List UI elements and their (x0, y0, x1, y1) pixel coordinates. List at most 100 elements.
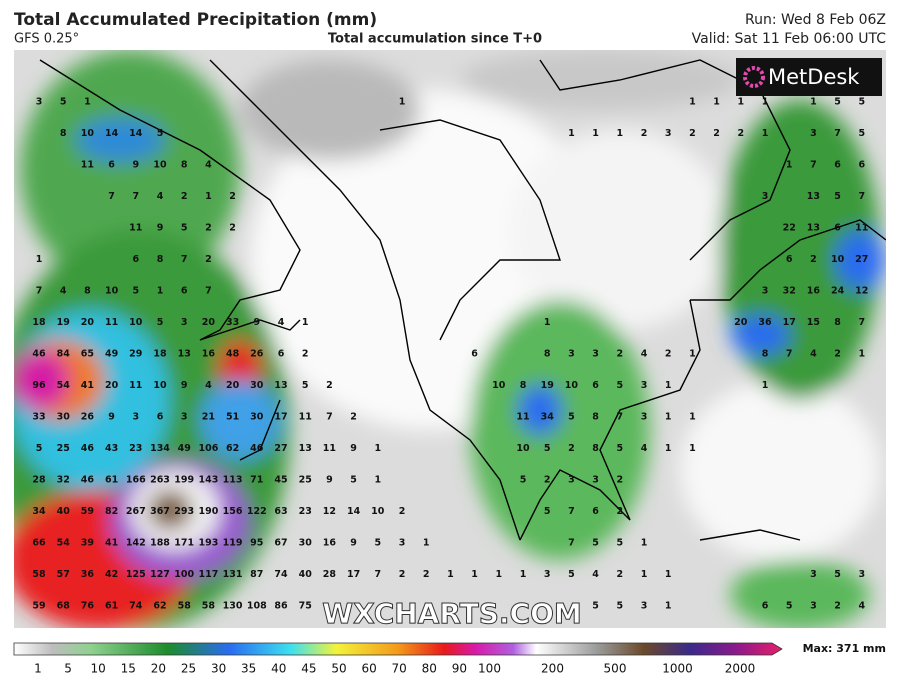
precip-value: 20 (202, 317, 216, 328)
precip-value: 367 (150, 506, 170, 517)
precip-value: 36 (758, 317, 772, 328)
precip-value: 41 (81, 380, 94, 391)
precip-value: 10 (831, 254, 845, 265)
precip-value: 2 (689, 128, 696, 139)
precip-value: 26 (250, 349, 264, 360)
precip-value: 2 (229, 191, 236, 202)
precip-value: 2 (205, 254, 212, 265)
precip-value: 20 (734, 317, 748, 328)
precip-value: 10 (565, 380, 579, 391)
precip-value: 199 (174, 475, 194, 486)
precip-value: 2 (399, 569, 406, 580)
precip-value: 5 (834, 191, 841, 202)
title: Total Accumulated Precipitation (mm) (14, 10, 377, 30)
precip-value: 188 (150, 538, 170, 549)
precip-value: 20 (226, 380, 240, 391)
precip-value: 49 (105, 349, 118, 360)
precip-value: 106 (198, 443, 218, 454)
precip-value: 134 (150, 443, 170, 454)
precip-value: 7 (858, 317, 865, 328)
precip-value: 40 (299, 569, 313, 580)
precip-value: 3 (544, 569, 551, 580)
precip-value: 30 (250, 412, 264, 423)
colorbar-tick-label: 25 (181, 662, 196, 676)
precip-value: 86 (274, 601, 288, 612)
precip-value: 22 (783, 223, 796, 234)
colorbar-tick-label: 2000 (725, 662, 756, 676)
precip-value: 65 (81, 349, 94, 360)
precip-value: 82 (105, 506, 118, 517)
precip-value: 5 (592, 538, 599, 549)
precip-value: 16 (202, 349, 216, 360)
precip-value: 6 (592, 380, 599, 391)
precip-value: 14 (129, 128, 143, 139)
precip-value: 8 (60, 128, 67, 139)
precip-value: 30 (57, 412, 71, 423)
precip-value: 7 (568, 506, 575, 517)
precip-value: 3 (762, 286, 769, 297)
precip-value: 42 (105, 569, 118, 580)
precip-value: 14 (105, 128, 119, 139)
precip-value: 5 (616, 601, 623, 612)
precip-value: 5 (544, 443, 551, 454)
precip-value: 59 (32, 601, 45, 612)
colorbar-tick-label: 15 (121, 662, 136, 676)
precip-value: 3 (568, 475, 575, 486)
precip-value: 7 (132, 191, 139, 202)
precip-value: 1 (423, 538, 430, 549)
precip-value: 20 (105, 380, 119, 391)
precip-value: 11 (129, 223, 142, 234)
precip-value: 2 (616, 569, 623, 580)
precip-value: 2 (616, 506, 623, 517)
precip-value: 13 (274, 380, 287, 391)
precip-value: 13 (807, 223, 820, 234)
precip-value: 2 (641, 128, 648, 139)
precip-value: 8 (762, 349, 769, 360)
run-label: Run: Wed 8 Feb 06Z (745, 12, 886, 28)
colorbar-tick-label: 80 (422, 662, 437, 676)
precip-value: 46 (32, 349, 46, 360)
precip-value: 1 (568, 128, 575, 139)
precip-value: 1 (665, 601, 672, 612)
precip-value: 6 (278, 349, 285, 360)
precip-value: 6 (471, 349, 478, 360)
precip-value: 11 (323, 443, 336, 454)
colorbar-tick-label: 50 (331, 662, 346, 676)
precip-value: 5 (132, 286, 139, 297)
precip-value: 3 (810, 128, 817, 139)
colorbar-tick-label: 40 (271, 662, 286, 676)
precip-value: 7 (108, 191, 115, 202)
precip-value: 28 (32, 475, 46, 486)
precip-value: 1 (665, 380, 672, 391)
precip-value: 3 (665, 128, 672, 139)
precip-value: 9 (108, 412, 115, 423)
colorbar-tick-label: 200 (541, 662, 564, 676)
precip-value: 25 (57, 443, 70, 454)
precip-value: 1 (665, 569, 672, 580)
precip-value: 62 (226, 443, 239, 454)
precip-value: 6 (786, 254, 793, 265)
precip-value: 4 (60, 286, 67, 297)
precip-value: 14 (347, 506, 361, 517)
precip-value: 3 (858, 569, 865, 580)
precip-value: 9 (350, 443, 357, 454)
precip-value: 2 (713, 128, 720, 139)
precip-value: 24 (831, 286, 845, 297)
precip-value: 2 (326, 380, 333, 391)
precip-value: 23 (129, 443, 142, 454)
precip-value: 5 (520, 475, 527, 486)
precip-value: 190 (198, 506, 218, 517)
logo-box (736, 58, 882, 96)
precip-value: 10 (105, 286, 119, 297)
precip-value: 5 (616, 380, 623, 391)
colorbar-tick-label: 20 (151, 662, 166, 676)
precip-value: 12 (855, 286, 868, 297)
precip-value: 5 (374, 538, 381, 549)
precip-value: 26 (81, 412, 95, 423)
precip-value: 10 (371, 506, 385, 517)
precip-value: 4 (858, 601, 865, 612)
logo-icon (743, 66, 765, 88)
precip-value: 27 (274, 443, 287, 454)
colorbar (13, 642, 783, 656)
